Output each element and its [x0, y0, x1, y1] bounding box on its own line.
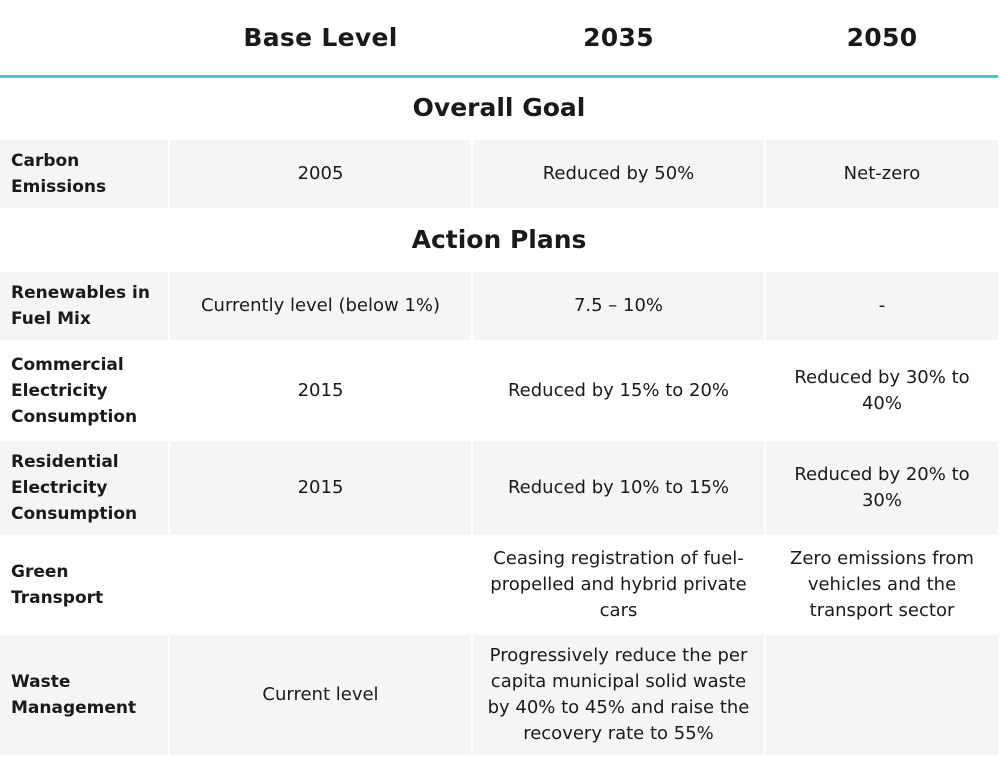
header-row: Base Level 2035 2050	[0, 0, 998, 75]
cell-2035: Reduced by 10% to 15%	[473, 441, 764, 535]
header-2035: 2035	[583, 22, 654, 52]
header-2050: 2050	[846, 22, 918, 52]
cell-base-level: 2015	[170, 441, 471, 535]
table-row: Green Transport Ceasing registration of …	[0, 537, 998, 633]
section-row-overall-goal: Overall Goal	[0, 78, 998, 138]
cell-base-level: 2005	[170, 140, 471, 208]
header-empty-cell	[0, 0, 168, 75]
row-label: Carbon Emissions	[0, 140, 168, 208]
row-label: Waste Management	[0, 635, 168, 755]
cell-base-level	[170, 537, 471, 633]
header-accent-line	[0, 75, 998, 78]
cell-2035: 7.5 – 10%	[473, 272, 764, 340]
row-label: Commercial Electricity Consumption	[11, 354, 138, 427]
cell-2050: Reduced by 30% to 40%	[794, 366, 970, 414]
cell-base-level: Currently level (below 1%)	[170, 272, 471, 340]
cell-2050: Net-zero	[766, 140, 998, 208]
cell-base-level: 2015	[297, 379, 344, 401]
section-row-action-plans: Action Plans	[0, 210, 998, 270]
table-row: Carbon Emissions 2005 Reduced by 50% Net…	[0, 140, 998, 208]
table-row: Residential Electricity Consumption 2015…	[0, 441, 998, 535]
table-row: Waste Management Current level Progressi…	[0, 635, 998, 755]
cell-2050: Reduced by 20% to 30%	[766, 441, 998, 535]
cell-2035: Reduced by 15% to 20%	[507, 379, 730, 401]
cell-2035: Progressively reduce the per capita muni…	[473, 635, 764, 755]
cell-base-level: Current level	[170, 635, 471, 755]
row-label: Renewables in Fuel Mix	[0, 272, 168, 340]
row-label: Green Transport	[11, 562, 104, 608]
row-label: Residential Electricity Consumption	[0, 441, 168, 535]
section-title-action-plans: Action Plans	[411, 225, 587, 254]
table-row: Renewables in Fuel Mix Currently level (…	[0, 272, 998, 340]
section-title-overall-goal: Overall Goal	[412, 93, 586, 122]
cell-2050: -	[766, 272, 998, 340]
cell-2050: Zero emissions from vehicles and the tra…	[790, 548, 974, 621]
cell-2035: Reduced by 50%	[473, 140, 764, 208]
table-row: Commercial Electricity Consumption 2015 …	[0, 342, 998, 439]
cell-2050	[766, 635, 998, 755]
header-base-level: Base Level	[243, 22, 398, 52]
cell-2035: Ceasing registration of fuel-propelled a…	[490, 548, 747, 621]
